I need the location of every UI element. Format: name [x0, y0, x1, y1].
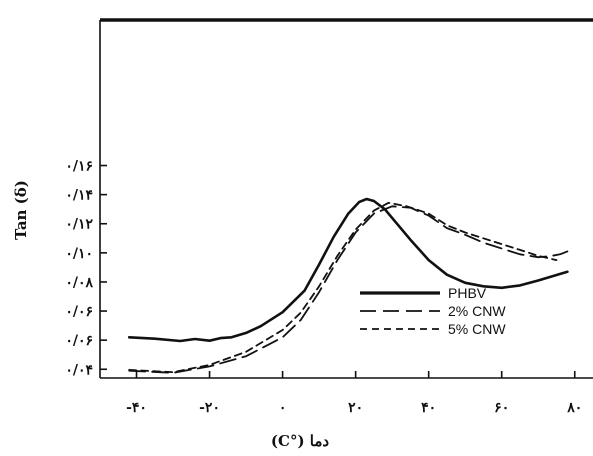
x-tick-label: ۲۰ — [348, 400, 363, 416]
y-tick-label: ۰/۰۴ — [65, 362, 93, 378]
y-tick-label: ۰/۱۲ — [65, 217, 93, 233]
series-line-1 — [128, 205, 569, 374]
x-tick-label: ۰ — [279, 400, 287, 416]
series-layer — [127, 197, 569, 374]
series-line-2 — [128, 201, 558, 374]
legend-label: 5% CNW — [448, 321, 506, 337]
x-tick-label: ۸۰ — [566, 400, 582, 416]
x-ticks: -۴۰ -۲۰ ۰ ۲۰ ۴۰ ۶۰ ۸۰ — [126, 371, 582, 416]
plot-area — [99, 18, 593, 379]
legend-label: 2% CNW — [448, 303, 506, 319]
series-line-0 — [127, 197, 569, 343]
y-tick-label: ۰/۰۶ — [65, 333, 93, 349]
x-tick-label: -۴۰ — [126, 400, 147, 416]
x-tick-label: ۴۰ — [421, 400, 436, 416]
y-tick-label: ۰/۱۴ — [65, 188, 93, 204]
y-tick-label: ۰/۱۰ — [65, 246, 93, 262]
x-tick-label: ۶۰ — [494, 400, 509, 416]
y-tick-label: ۰/۰۶ — [65, 304, 93, 320]
y-tick-label: ۰/۰۸ — [65, 275, 93, 291]
legend: PHBV 2% CNW 5% CNW — [360, 285, 506, 337]
y-tick-label: ۰/۱۶ — [65, 159, 93, 175]
y-axis-title: Tan (δ) — [12, 180, 30, 240]
legend-label: PHBV — [448, 285, 487, 301]
x-tick-label: -۲۰ — [199, 400, 220, 416]
x-axis-title: دما (°C) — [271, 432, 329, 450]
y-ticks: ۰/۰۴ ۰/۰۶ ۰/۰۶ ۰/۰۸ ۰/۱۰ ۰/۱۲ ۰/۱۴ ۰/۱۶ — [65, 159, 107, 378]
